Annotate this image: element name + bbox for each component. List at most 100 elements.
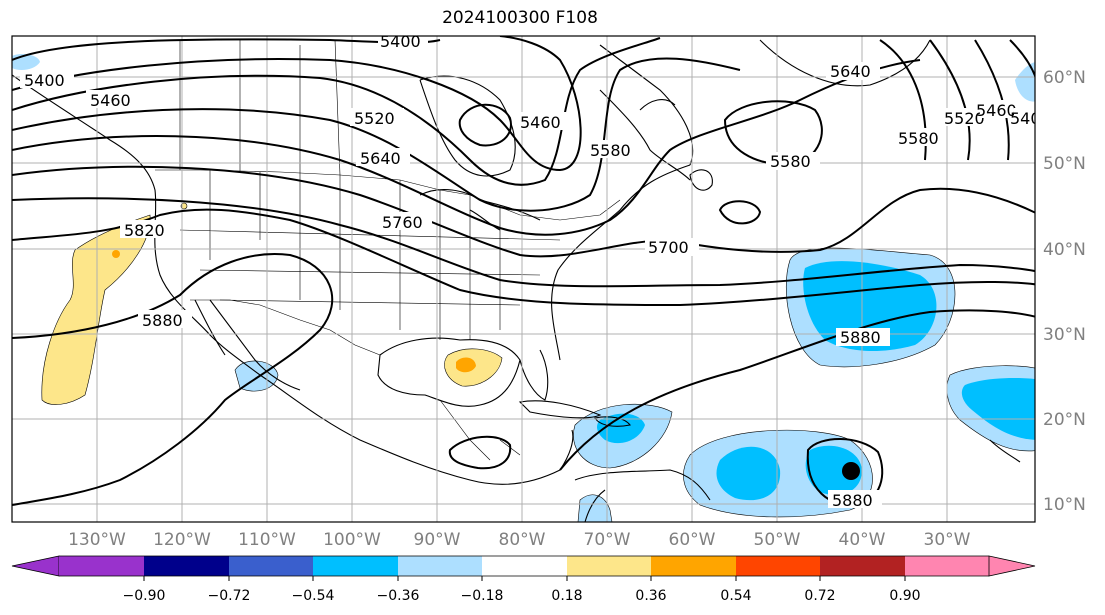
colorbar-segment: [482, 556, 567, 576]
tropical-negative-anomaly-core-east: [805, 445, 862, 496]
colorbar-segment: [567, 556, 651, 576]
contour-closed-small: [718, 200, 762, 225]
contour-label: 5580: [770, 152, 811, 171]
canada-province-lines: [179, 39, 341, 176]
contour-label: 5580: [898, 129, 939, 148]
colorbar-ticks: [143, 576, 906, 581]
lat-label: 10°N: [1043, 495, 1086, 515]
contour-label: 5460: [90, 91, 131, 110]
lon-label: 70°W: [584, 530, 631, 550]
us-state-lines: [179, 170, 561, 340]
contour-label: 5640: [360, 149, 401, 168]
colorbar-segment: [144, 556, 229, 576]
contour-label-group: 5400 5640 5580 5700 5820 5880 5880 5880 …: [20, 32, 1051, 510]
contour-closed-hurricane: [806, 438, 884, 507]
colorbar-extend-low: [11, 555, 60, 577]
coastlines: [12, 39, 1021, 522]
colorbar-tick-label: −0.54: [292, 588, 335, 604]
contour-label: 5640: [830, 62, 871, 81]
contour-label: 5880: [840, 328, 881, 347]
longitude-labels: 130°W 120°W 110°W 100°W 90°W 80°W 70°W 6…: [68, 530, 971, 550]
contour-label: 5460: [976, 101, 1017, 120]
lat-label: 40°N: [1043, 240, 1086, 260]
contour-label: 5580: [590, 141, 631, 160]
contour-5820: [12, 208, 1035, 307]
lon-label: 130°W: [68, 530, 126, 550]
colorbar-segment: [820, 556, 905, 576]
contour-label: 5400: [1010, 109, 1051, 128]
contour-northeast-4: [1009, 39, 1035, 79]
contour-closed-hudson: [458, 103, 512, 147]
colorbar-tick-label: −0.18: [461, 588, 504, 604]
northeast-negative-anomaly: [1015, 61, 1035, 102]
colorbar-tick-label: −0.90: [123, 588, 166, 604]
lon-label: 90°W: [414, 530, 461, 550]
contour-label: 5460: [520, 113, 561, 132]
colorbar-tick-label: −0.72: [208, 588, 251, 604]
lat-label: 20°N: [1043, 410, 1086, 430]
lon-label: 30°W: [924, 530, 971, 550]
map-title: 2024100300 F108: [442, 8, 598, 28]
lon-label: 110°W: [238, 530, 296, 550]
colorbar-segment: [651, 556, 736, 576]
cuba: [518, 400, 602, 419]
colorbar-tick-label: 0.18: [551, 588, 582, 604]
hudson-bay-coast: [419, 75, 516, 177]
lon-label: 120°W: [153, 530, 211, 550]
contour-label: 5400: [380, 32, 421, 51]
tropical-negative-anomaly-core-west: [716, 446, 781, 501]
east-atlantic-negative-anomaly-core: [961, 377, 1035, 440]
contour-label: 5520: [354, 109, 395, 128]
africa-coast: [989, 439, 1021, 463]
latitude-labels: 60°N 50°N 40°N 30°N 20°N 10°N: [1043, 68, 1086, 515]
contour-label: 5820: [124, 221, 165, 240]
contour-closed-atlantic-high: [723, 100, 823, 167]
lon-label: 80°W: [499, 530, 546, 550]
colorbar-segment: [398, 556, 482, 576]
greenland-coast: [759, 39, 931, 87]
contour-northeast-2: [929, 39, 971, 161]
florida-coast: [519, 349, 549, 401]
colorbar-segment: [229, 556, 313, 576]
colorbar-tick-label: −0.36: [377, 588, 420, 604]
lon-label: 40°W: [839, 530, 886, 550]
south-america-north-coast: [574, 469, 711, 522]
contour-5640: [12, 59, 921, 236]
gulf-coast: [377, 337, 521, 407]
newfoundland: [689, 169, 713, 191]
hurricane-center-marker: [842, 462, 860, 480]
colorbar-tick-label: 0.54: [720, 588, 751, 604]
lon-label: 60°W: [669, 530, 716, 550]
contour-5880: [12, 253, 334, 506]
colorbar-segment: [905, 556, 989, 576]
lon-label: 100°W: [323, 530, 381, 550]
contour-5760: [12, 197, 1035, 288]
contour-label: 5880: [832, 491, 873, 510]
contour-label: 5520: [944, 109, 985, 128]
colorbar-tick-label: 0.72: [804, 588, 835, 604]
colorbar-tick-label: 0.36: [635, 588, 666, 604]
lat-label: 50°N: [1043, 154, 1086, 174]
mexico-west-coast: [209, 299, 301, 391]
baja-california: [194, 299, 226, 356]
contour-label: 5700: [648, 238, 689, 257]
contour-5880-atlantic: [559, 309, 1035, 471]
colorbar-extend-high: [988, 555, 1036, 577]
map-frame: [11, 35, 1036, 523]
pacific-positive-anomaly-core: [112, 250, 120, 258]
colorbar-tick-label: 0.90: [889, 588, 920, 604]
caribbean-negative-anomaly-core: [597, 413, 645, 444]
height-contours: [12, 36, 1035, 507]
positive-anomaly-shading: [41, 202, 503, 405]
contour-5700: [12, 165, 1035, 258]
colorbar-segment: [313, 556, 398, 576]
colorbar-segment: [59, 556, 144, 576]
colorbar: −0.90 −0.72 −0.54 −0.36 −0.18 0.18 0.36 …: [11, 555, 1036, 604]
hispaniola: [594, 416, 631, 427]
contour-5520: [12, 37, 661, 186]
gulf-positive-anomaly-core: [456, 357, 476, 373]
contour-label: 5880: [142, 311, 183, 330]
lat-label: 30°N: [1043, 325, 1086, 345]
lon-label: 50°W: [754, 530, 801, 550]
colorbar-segment: [736, 556, 820, 576]
